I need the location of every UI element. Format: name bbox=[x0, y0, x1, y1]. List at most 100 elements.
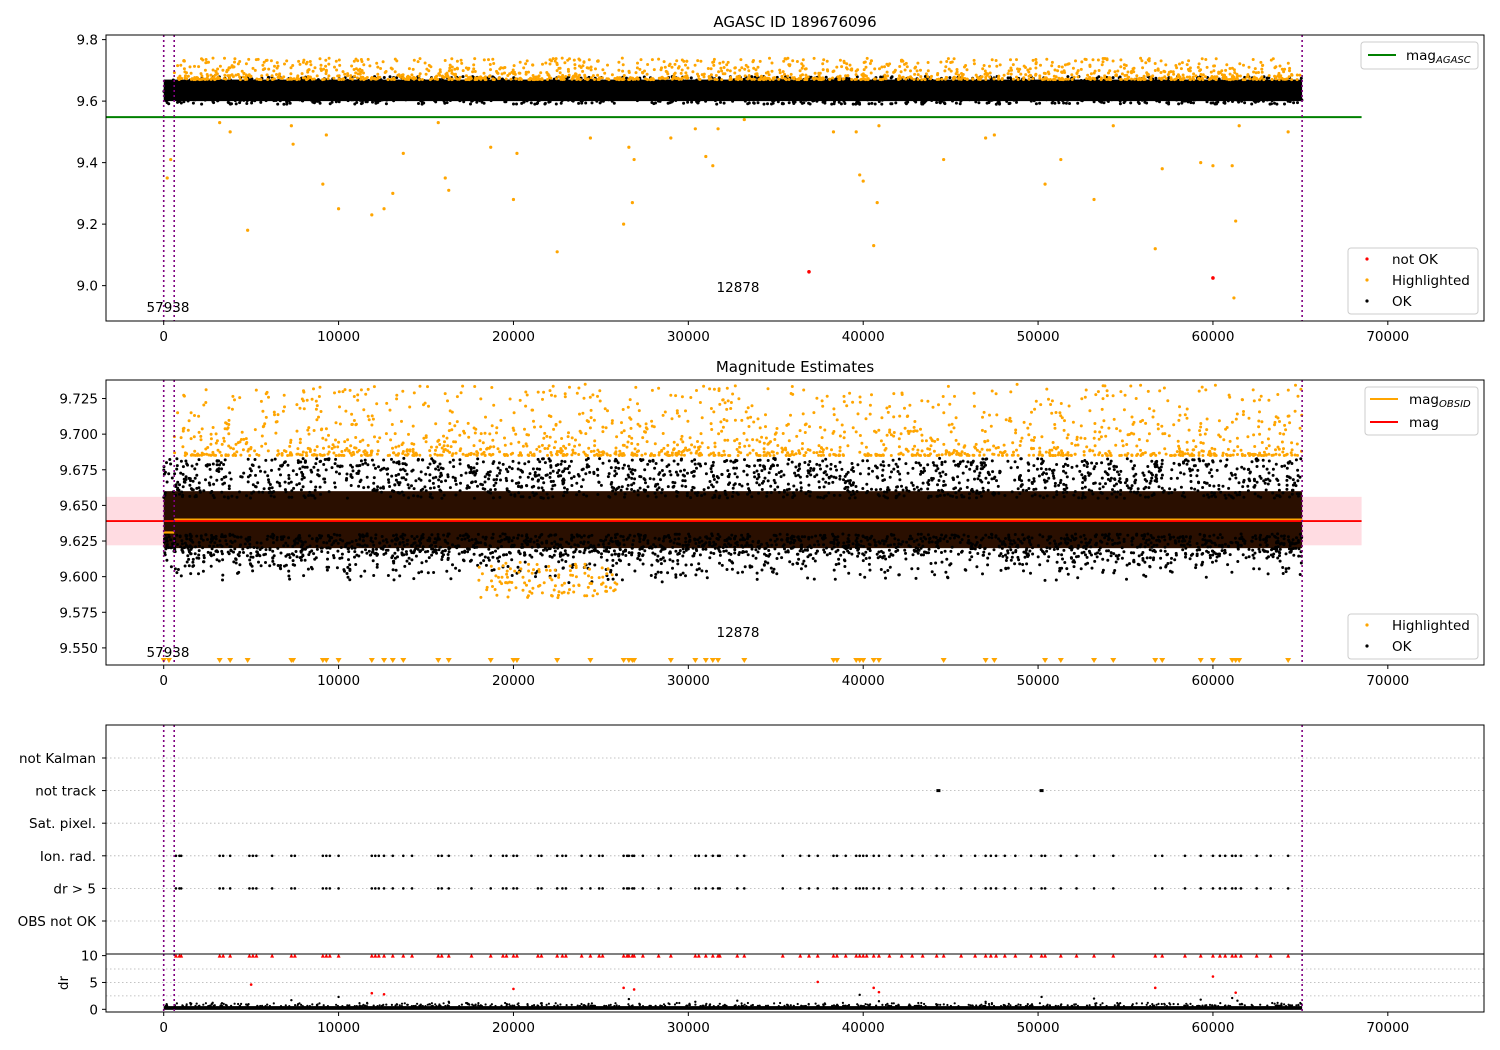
data-point bbox=[360, 550, 364, 554]
data-point bbox=[1144, 541, 1148, 545]
data-point bbox=[475, 540, 479, 544]
data-point bbox=[801, 73, 804, 77]
data-point bbox=[1048, 541, 1052, 545]
data-point bbox=[822, 537, 825, 541]
data-point bbox=[904, 551, 907, 555]
data-point bbox=[1209, 70, 1213, 74]
data-point bbox=[440, 95, 444, 99]
data-point bbox=[1057, 101, 1061, 105]
data-point bbox=[1132, 551, 1136, 555]
highlighted-outlier bbox=[436, 121, 440, 125]
data-point bbox=[249, 551, 253, 555]
data-point bbox=[334, 99, 338, 103]
data-point bbox=[803, 548, 807, 552]
data-point bbox=[982, 550, 986, 554]
data-point bbox=[1198, 548, 1202, 552]
data-point bbox=[740, 77, 743, 81]
data-point bbox=[503, 66, 507, 69]
data-point bbox=[197, 553, 201, 557]
data-point bbox=[522, 98, 525, 102]
data-point bbox=[912, 540, 916, 543]
data-point bbox=[683, 94, 687, 98]
data-point bbox=[591, 545, 595, 549]
data-point bbox=[296, 541, 300, 545]
data-point bbox=[1056, 552, 1060, 556]
data-point bbox=[831, 76, 835, 80]
data-point bbox=[455, 59, 459, 63]
data-point bbox=[1217, 70, 1221, 74]
legend-highlighted-marker bbox=[1365, 278, 1369, 282]
data-point bbox=[756, 550, 760, 554]
data-point bbox=[663, 535, 666, 538]
data-point bbox=[869, 71, 873, 75]
data-point bbox=[327, 56, 331, 60]
data-point bbox=[280, 77, 284, 80]
data-point bbox=[1288, 92, 1292, 96]
data-point bbox=[765, 95, 769, 99]
data-point bbox=[841, 77, 845, 81]
data-point bbox=[800, 85, 803, 89]
data-point bbox=[202, 77, 205, 81]
data-point bbox=[867, 97, 870, 101]
data-point bbox=[718, 96, 722, 100]
data-point bbox=[738, 538, 742, 542]
data-point bbox=[1114, 83, 1118, 87]
data-point bbox=[650, 101, 654, 104]
data-point bbox=[494, 89, 498, 93]
data-point bbox=[1133, 77, 1137, 81]
data-point bbox=[382, 91, 386, 95]
data-point bbox=[725, 63, 729, 67]
data-point bbox=[533, 83, 537, 87]
data-point bbox=[516, 536, 520, 540]
data-point bbox=[555, 94, 559, 98]
data-point bbox=[697, 544, 701, 548]
data-point bbox=[957, 85, 961, 89]
data-point bbox=[353, 550, 357, 554]
data-point bbox=[216, 67, 220, 71]
data-point bbox=[974, 543, 977, 547]
data-point bbox=[210, 533, 214, 537]
data-point bbox=[752, 83, 756, 87]
data-point bbox=[1061, 99, 1064, 102]
data-point bbox=[578, 95, 582, 99]
data-point bbox=[928, 89, 931, 93]
data-point bbox=[1274, 535, 1278, 539]
highlighted-outlier bbox=[511, 197, 516, 202]
data-point bbox=[736, 543, 740, 547]
data-point bbox=[824, 98, 828, 102]
data-point bbox=[1159, 71, 1163, 74]
data-point bbox=[795, 60, 799, 63]
data-point bbox=[806, 75, 810, 79]
data-point bbox=[1195, 93, 1199, 97]
data-point bbox=[324, 68, 328, 72]
data-point bbox=[467, 96, 471, 100]
data-point bbox=[434, 549, 438, 552]
data-point bbox=[842, 85, 846, 89]
data-point bbox=[1193, 98, 1197, 102]
x-tick-label: 10000 bbox=[317, 329, 360, 345]
data-point bbox=[371, 100, 374, 104]
data-point bbox=[918, 95, 922, 98]
data-point bbox=[454, 84, 457, 87]
data-point bbox=[839, 553, 843, 557]
data-point bbox=[672, 72, 676, 76]
data-point bbox=[682, 101, 686, 105]
data-point bbox=[495, 69, 498, 73]
data-point bbox=[1184, 90, 1188, 94]
data-point bbox=[1118, 99, 1122, 103]
data-point bbox=[1259, 87, 1263, 91]
data-point bbox=[710, 534, 714, 538]
data-point bbox=[704, 99, 708, 103]
data-point bbox=[707, 89, 711, 93]
data-point bbox=[384, 102, 388, 106]
data-point bbox=[726, 68, 729, 72]
data-point bbox=[1154, 76, 1158, 80]
data-point bbox=[733, 548, 737, 552]
data-point bbox=[381, 81, 385, 85]
data-point bbox=[842, 61, 846, 65]
data-point bbox=[729, 84, 733, 87]
data-point bbox=[1107, 71, 1110, 75]
data-point bbox=[696, 72, 699, 76]
data-point bbox=[738, 74, 742, 78]
data-point bbox=[839, 89, 843, 93]
